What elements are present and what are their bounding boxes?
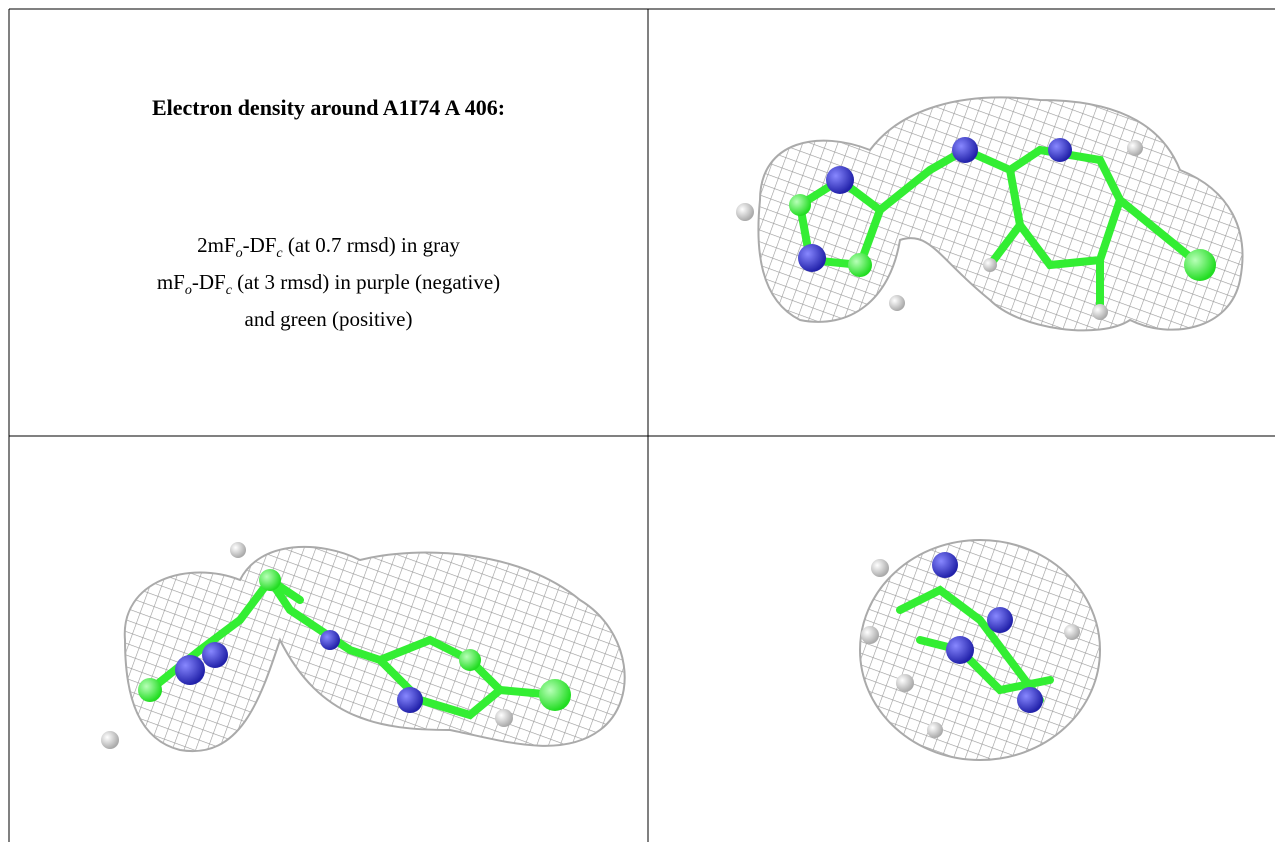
text-run: (at 3 rmsd) in purple (negative) xyxy=(231,270,501,295)
caption-cell: Electron density around A1I74 A 406: 2mF… xyxy=(9,9,648,436)
caption-title: Electron density around A1I74 A 406: xyxy=(151,95,506,120)
density-view-2 xyxy=(101,542,626,753)
text-run: -DF xyxy=(242,233,277,257)
text-run: mF xyxy=(156,270,185,295)
subscript: o xyxy=(184,283,192,299)
text-run: -DF xyxy=(191,270,226,295)
caption-line: mFo-DFc (at 3 rmsd) in purple (negative) xyxy=(9,268,648,305)
density-view-1 xyxy=(736,96,1244,332)
text-run: and green (positive) xyxy=(244,307,413,332)
text-run: 2mF xyxy=(197,233,236,257)
caption-line: 2mFo-DFc (at 0.7 rmsd) in gray xyxy=(9,231,648,268)
density-view-3 xyxy=(859,539,1101,761)
subscript: c xyxy=(276,246,283,262)
table-borders xyxy=(8,8,1275,842)
caption-line: and green (positive) xyxy=(9,305,648,333)
text-run: (at 0.7 rmsd) in gray xyxy=(282,233,460,257)
subscript: o xyxy=(235,246,243,262)
caption-lines: 2mFo-DFc (at 0.7 rmsd) in gray mFo-DFc (a… xyxy=(9,231,648,333)
subscript: c xyxy=(225,283,232,299)
